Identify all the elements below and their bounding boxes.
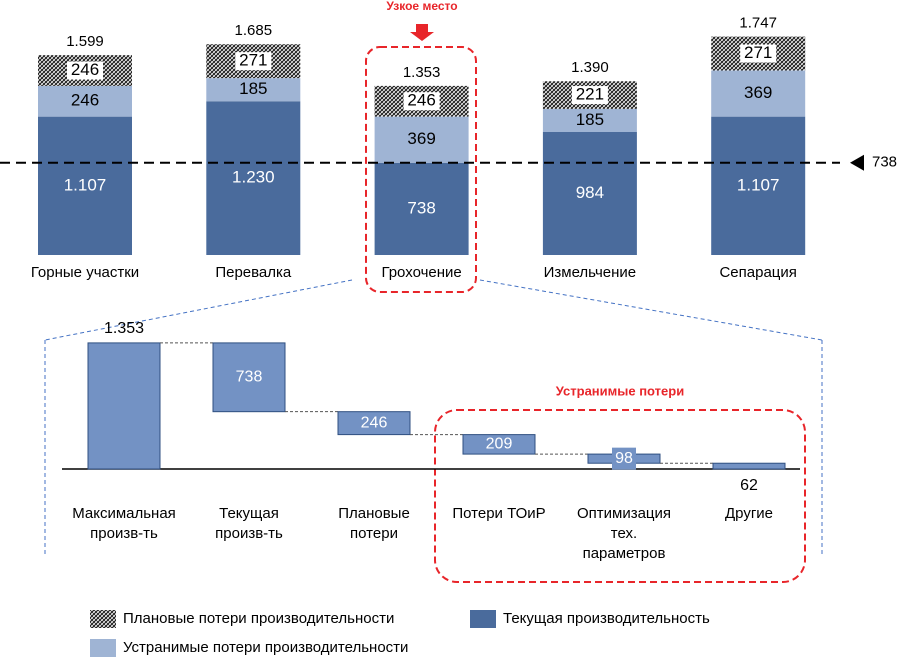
total-label: 1.353 bbox=[403, 64, 441, 81]
zoom-line bbox=[479, 279, 823, 341]
label-bg bbox=[403, 92, 440, 111]
arrow bbox=[410, 24, 434, 41]
value-label: 1.353 bbox=[104, 320, 144, 337]
reference-marker bbox=[850, 154, 864, 171]
value-label: 984 bbox=[576, 183, 604, 202]
legend-label: Текущая производительность bbox=[503, 610, 710, 627]
value-label: 246 bbox=[71, 60, 99, 79]
value-label: 271 bbox=[239, 51, 267, 70]
bar bbox=[712, 462, 786, 470]
value-label: 185 bbox=[576, 110, 604, 129]
legend-label: Плановые потери производительности bbox=[123, 610, 394, 627]
value-label: 246 bbox=[407, 91, 435, 110]
category-label: Перевалка bbox=[215, 264, 292, 281]
removable-box bbox=[434, 409, 806, 583]
bar-segment bbox=[374, 162, 469, 255]
bar-segment bbox=[374, 116, 469, 163]
value-label: 1.230 bbox=[232, 168, 275, 187]
bar-segment bbox=[711, 116, 806, 255]
value-label: 738 bbox=[407, 198, 435, 217]
value-label: 369 bbox=[744, 83, 772, 102]
zoom-line bbox=[44, 279, 353, 341]
reference-label: 738 bbox=[872, 154, 897, 171]
value-label: 369 bbox=[407, 129, 435, 148]
label-bg bbox=[571, 86, 608, 105]
label-bg bbox=[235, 52, 272, 71]
category-label: Другие bbox=[724, 505, 774, 522]
value-label: 1.107 bbox=[64, 175, 107, 194]
label-bg bbox=[612, 447, 636, 470]
bar bbox=[212, 342, 286, 413]
bar-segment bbox=[206, 78, 301, 102]
legend-swatch bbox=[90, 639, 116, 657]
legend-swatch bbox=[470, 610, 496, 628]
category-label: Измельчение bbox=[543, 264, 637, 281]
category-label: Сепарация bbox=[719, 264, 797, 281]
total-label: 1.390 bbox=[571, 59, 609, 76]
bar-segment bbox=[206, 101, 301, 255]
category-label: Текущая произв-ть bbox=[215, 505, 283, 542]
total-label: 1.685 bbox=[235, 22, 273, 39]
value-label: 185 bbox=[239, 79, 267, 98]
value-label: 738 bbox=[236, 369, 263, 386]
value-label: 1.107 bbox=[737, 175, 780, 194]
category-label: Максимальная произв-ть bbox=[72, 505, 176, 542]
total-label: 1.747 bbox=[739, 15, 777, 32]
category-label: Грохочение bbox=[381, 264, 462, 281]
label-bg bbox=[740, 44, 777, 63]
category-label: Плановые потери bbox=[338, 505, 410, 542]
total-label: 1.599 bbox=[66, 33, 104, 50]
category-label: Оптимизация тех. параметров bbox=[576, 505, 672, 562]
bar-segment bbox=[711, 70, 806, 117]
label-bg bbox=[67, 61, 103, 80]
bar bbox=[337, 411, 411, 436]
legend-label: Устранимые потери производительности bbox=[123, 639, 408, 656]
annotation: Узкое место bbox=[386, 0, 457, 13]
bar-segment bbox=[38, 116, 132, 255]
bar-segment bbox=[38, 85, 132, 117]
value-label: 271 bbox=[744, 43, 772, 62]
legend-swatch bbox=[90, 610, 116, 628]
category-label: Потери ТОиР bbox=[452, 505, 546, 522]
bar bbox=[87, 342, 161, 470]
category-label: Горные участки bbox=[30, 264, 140, 281]
bar-segment bbox=[542, 108, 637, 132]
value-label: 62 bbox=[740, 477, 758, 494]
highlight-box bbox=[365, 46, 477, 293]
bar-segment bbox=[542, 132, 637, 255]
value-label: 209 bbox=[486, 436, 513, 453]
bar bbox=[462, 434, 536, 455]
value-label: 221 bbox=[576, 85, 604, 104]
value-label: 246 bbox=[361, 414, 388, 431]
annotation: Устранимые потери bbox=[556, 383, 684, 398]
value-label: 98 bbox=[615, 450, 633, 467]
value-label: 246 bbox=[71, 91, 99, 110]
